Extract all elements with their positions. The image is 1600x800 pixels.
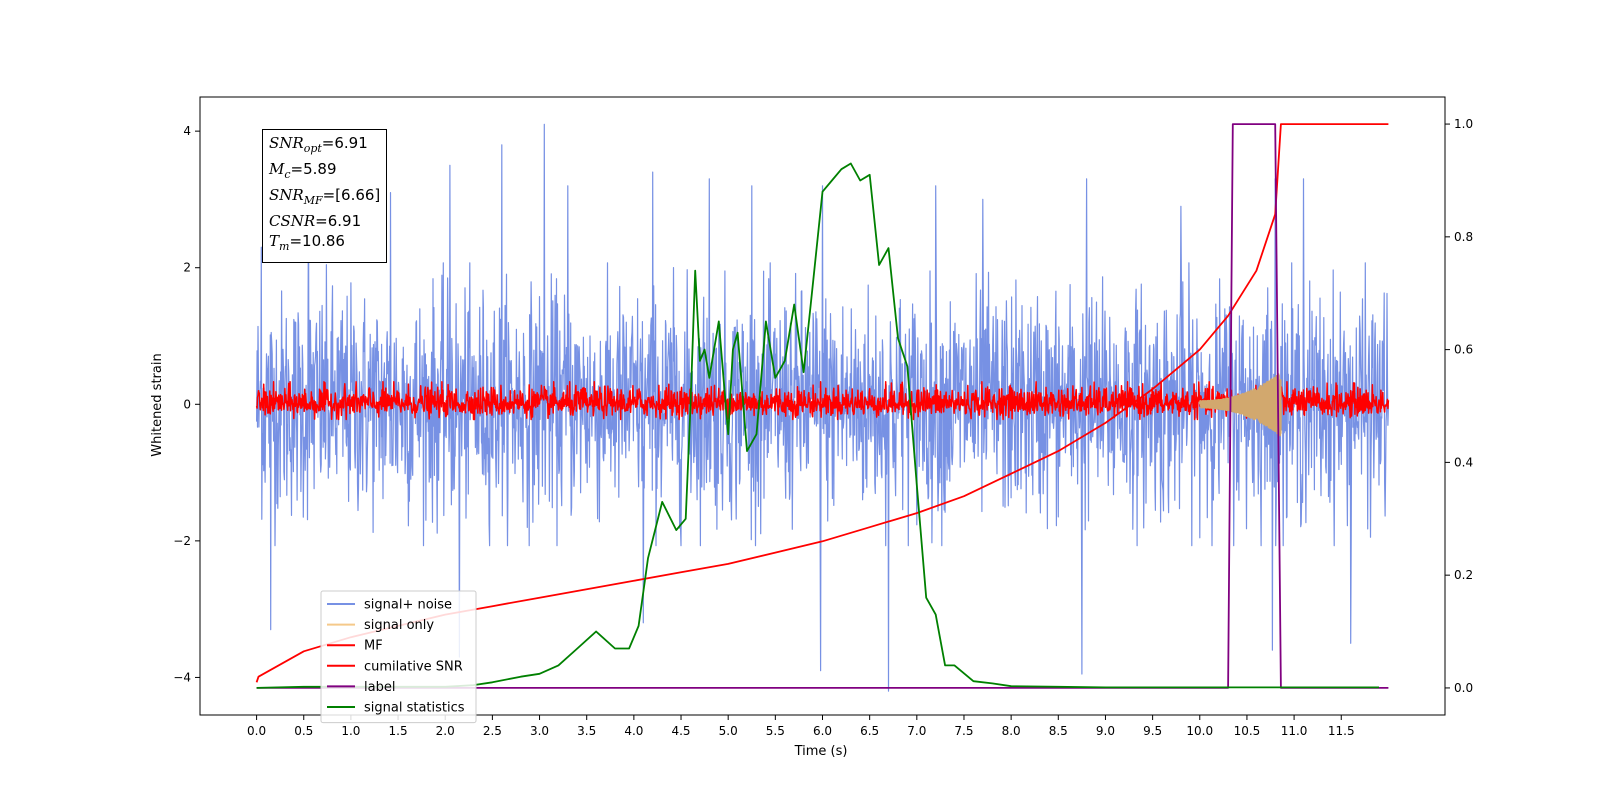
y-tick-label: 2 xyxy=(183,261,191,275)
x-tick-label: 9.0 xyxy=(1096,724,1115,738)
x-tick-label: 2.5 xyxy=(483,724,502,738)
legend-label: signal only xyxy=(364,618,434,633)
x-tick-label: 8.0 xyxy=(1002,724,1021,738)
y2-tick-label: 0.4 xyxy=(1454,455,1473,469)
y-tick-label: −4 xyxy=(173,670,191,684)
x-tick-label: 11.5 xyxy=(1328,724,1355,738)
legend-label: label xyxy=(364,680,395,695)
y-tick-label: 0 xyxy=(183,397,191,411)
x-tick-label: 9.5 xyxy=(1143,724,1162,738)
x-tick-label: 7.0 xyxy=(907,724,926,738)
legend-label: signal+ noise xyxy=(364,598,452,613)
x-tick-label: 0.5 xyxy=(294,724,313,738)
y2-tick-label: 0.0 xyxy=(1454,681,1473,695)
x-tick-label: 6.5 xyxy=(860,724,879,738)
x-tick-label: 10.0 xyxy=(1186,724,1213,738)
y-tick-label: −2 xyxy=(173,534,191,548)
legend-label: signal statistics xyxy=(364,701,465,716)
x-tick-label: 11.0 xyxy=(1281,724,1308,738)
y-tick-label: 4 xyxy=(183,124,191,138)
x-tick-label: 1.0 xyxy=(341,724,360,738)
info-box: SNRopt=6.91 Mc=5.89 SNRMF=[6.66] CSNR=6.… xyxy=(262,129,388,263)
x-tick-label: 3.5 xyxy=(577,724,596,738)
x-tick-label: 0.0 xyxy=(247,724,266,738)
series-signal-statistics xyxy=(256,162,1379,689)
snr-mf-row: SNRMF=[6.66] xyxy=(269,186,381,207)
legend-box xyxy=(320,590,477,724)
csnr-row: CSNR=6.91 xyxy=(269,212,362,230)
tm-row: Tm=10.86 xyxy=(269,232,345,253)
x-tick-label: 3.0 xyxy=(530,724,549,738)
mc-row: Mc=5.89 xyxy=(269,160,337,181)
y2-tick-label: 0.2 xyxy=(1454,568,1473,582)
y2-tick-label: 0.6 xyxy=(1454,343,1473,357)
x-tick-label: 4.0 xyxy=(624,724,643,738)
x-tick-label: 7.5 xyxy=(954,724,973,738)
x-tick-label: 2.0 xyxy=(436,724,455,738)
x-axis-label: Time (s) xyxy=(794,744,848,759)
x-tick-label: 4.5 xyxy=(671,724,690,738)
y-axis-label: Whitened strain xyxy=(150,353,165,456)
x-tick-label: 10.5 xyxy=(1234,724,1261,738)
x-tick-label: 5.5 xyxy=(766,724,785,738)
x-tick-label: 1.5 xyxy=(389,724,408,738)
x-tick-label: 5.0 xyxy=(719,724,738,738)
legend: signal+ noise signal only MF cumilative SNR… xyxy=(320,590,477,724)
axes-layer: 0.0 0.5 1.0 1.5 2.0 2.5 3.0 3.5 4.0 4.5 5.0 5.5 6.0 6… xyxy=(173,117,1473,738)
x-tick-label: 6.0 xyxy=(813,724,832,738)
y2-tick-label: 1.0 xyxy=(1454,117,1473,131)
x-tick-label: 8.5 xyxy=(1049,724,1068,738)
series-signal-only xyxy=(1198,373,1282,437)
snr-opt-row: SNRopt=6.91 xyxy=(269,134,368,155)
legend-label: cumilative SNR xyxy=(364,659,463,674)
legend-label: MF xyxy=(364,639,383,654)
y2-tick-label: 0.8 xyxy=(1454,230,1473,244)
